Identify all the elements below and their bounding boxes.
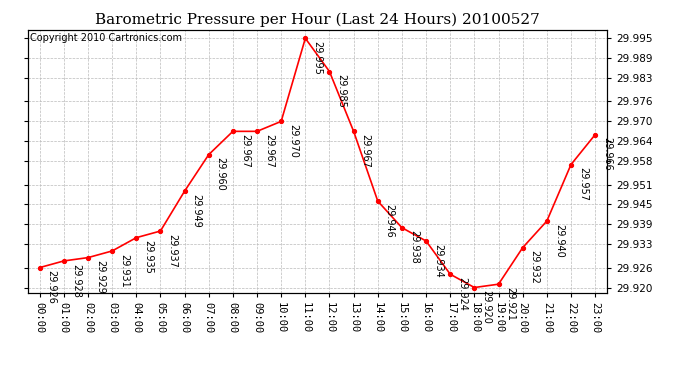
Text: 29.960: 29.960 — [216, 158, 226, 191]
Text: 29.921: 29.921 — [506, 287, 515, 321]
Text: 29.995: 29.995 — [313, 41, 322, 75]
Text: 29.932: 29.932 — [530, 251, 540, 284]
Text: 29.937: 29.937 — [168, 234, 177, 268]
Text: 29.940: 29.940 — [554, 224, 564, 258]
Text: 29.985: 29.985 — [337, 74, 346, 108]
Text: 29.920: 29.920 — [482, 290, 491, 324]
Text: 29.935: 29.935 — [144, 240, 153, 274]
Text: 29.928: 29.928 — [71, 264, 81, 298]
Text: 29.957: 29.957 — [578, 167, 588, 201]
Text: 29.967: 29.967 — [240, 134, 250, 168]
Text: 29.929: 29.929 — [95, 260, 105, 294]
Text: 29.926: 29.926 — [47, 270, 57, 304]
Text: 29.934: 29.934 — [433, 244, 443, 278]
Text: Copyright 2010 Cartronics.com: Copyright 2010 Cartronics.com — [30, 33, 182, 43]
Title: Barometric Pressure per Hour (Last 24 Hours) 20100527: Barometric Pressure per Hour (Last 24 Ho… — [95, 13, 540, 27]
Text: 29.946: 29.946 — [385, 204, 395, 238]
Text: 29.924: 29.924 — [457, 277, 467, 311]
Text: 29.931: 29.931 — [119, 254, 129, 288]
Text: 29.966: 29.966 — [602, 138, 612, 171]
Text: 29.967: 29.967 — [361, 134, 371, 168]
Text: 29.970: 29.970 — [288, 124, 298, 158]
Text: 29.967: 29.967 — [264, 134, 274, 168]
Text: 29.949: 29.949 — [192, 194, 201, 228]
Text: 29.938: 29.938 — [409, 231, 419, 264]
